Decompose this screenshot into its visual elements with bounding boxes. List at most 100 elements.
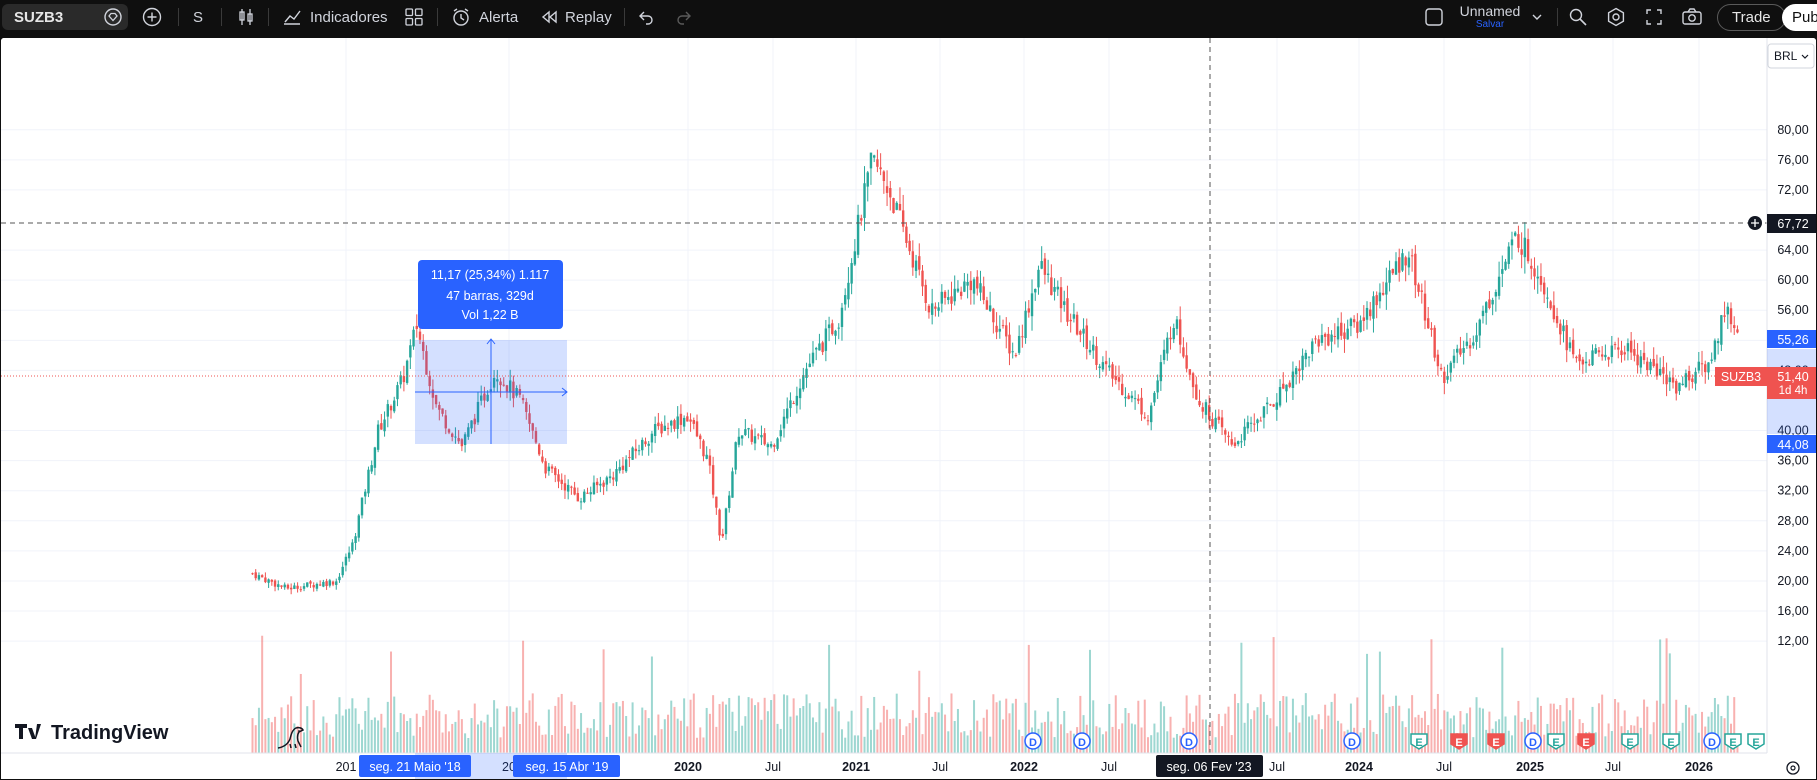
chart-pane[interactable]: 11,17 (25,34%) 1.117 47 barras, 329d Vol…	[0, 37, 1817, 780]
earnings-marker[interactable]	[1577, 733, 1595, 750]
indicators-button[interactable]: Indicadores	[282, 0, 388, 34]
candle-body	[679, 413, 683, 425]
dividend-marker[interactable]	[1024, 732, 1042, 750]
fullscreen-icon[interactable]	[1645, 0, 1663, 34]
candle-body	[863, 183, 866, 218]
volume-bar	[1098, 727, 1101, 753]
time-axis[interactable]	[1, 753, 1817, 780]
dino-icon[interactable]	[277, 726, 305, 749]
toolbar-divider	[437, 8, 438, 26]
undo-icon[interactable]	[637, 0, 655, 34]
dividend-marker[interactable]	[1073, 732, 1091, 750]
redo-icon[interactable]	[675, 0, 693, 34]
volume-bar	[1291, 698, 1294, 753]
candle-body	[1398, 257, 1401, 273]
volume-bar	[805, 694, 808, 753]
earnings-marker[interactable]	[1621, 733, 1639, 750]
candle-body	[724, 508, 728, 535]
candle-body	[1278, 387, 1282, 406]
price-tick-label: 16,00	[1777, 604, 1808, 618]
earnings-marker[interactable]	[1487, 733, 1505, 750]
dividend-marker[interactable]	[1180, 732, 1198, 750]
candle-body	[367, 469, 370, 494]
volume-bar	[638, 725, 641, 753]
dividend-marker[interactable]	[1343, 732, 1361, 750]
candle-body	[1430, 328, 1433, 330]
candle-body	[347, 552, 351, 559]
candle-body	[1053, 286, 1056, 292]
volume-bar	[1536, 697, 1539, 753]
candle-body	[512, 381, 515, 399]
gem-icon[interactable]	[104, 0, 122, 34]
time-settings-icon[interactable]	[1786, 761, 1800, 775]
candle-body	[547, 466, 551, 472]
plus-circle-icon[interactable]	[142, 0, 162, 34]
earnings-marker[interactable]	[1410, 733, 1428, 750]
volume-bar	[1655, 700, 1658, 753]
earnings-marker[interactable]	[1547, 733, 1565, 750]
interval-button[interactable]: S	[193, 0, 203, 34]
marker-label: E	[1552, 737, 1559, 749]
volume-bar	[766, 711, 769, 753]
symbol-search[interactable]: SUZB3	[2, 4, 128, 30]
settings-icon[interactable]	[1606, 0, 1626, 34]
candle-body	[1359, 320, 1362, 332]
currency-button[interactable]	[1767, 43, 1815, 69]
candle-body	[963, 281, 966, 292]
volume-bar	[1275, 726, 1278, 753]
volume-bar	[277, 731, 280, 753]
measure-arrow-head-icon	[561, 387, 568, 397]
volume-bar	[1349, 703, 1352, 753]
price-chart[interactable]: 11,17 (25,34%) 1.117 47 barras, 329d Vol…	[1, 38, 1817, 780]
marker-label: E	[1582, 737, 1589, 749]
time-tick-label: 2022	[1010, 760, 1038, 774]
volume-bar	[966, 735, 969, 753]
grid-icon[interactable]	[404, 0, 424, 34]
candle-body	[1066, 298, 1069, 322]
dividend-marker[interactable]	[1524, 732, 1542, 750]
candle-body	[956, 288, 960, 292]
candle-body	[1610, 345, 1614, 358]
zoom-icon[interactable]	[1568, 0, 1588, 34]
volume-bar	[344, 709, 347, 753]
volume-bar	[641, 707, 644, 753]
candle-body	[979, 283, 982, 293]
checkbox-icon[interactable]	[1424, 0, 1444, 34]
volume-bar	[431, 699, 434, 753]
candle-body	[653, 424, 657, 437]
candle-body	[525, 401, 528, 412]
replay-button[interactable]: Replay	[540, 0, 612, 34]
candle-body	[1465, 341, 1469, 346]
earnings-marker[interactable]	[1450, 733, 1468, 750]
time-tick-label: 20	[502, 760, 516, 774]
candle-body	[1681, 383, 1684, 386]
volume-bar	[1105, 731, 1108, 753]
earnings-marker[interactable]	[1662, 733, 1680, 750]
chevron-down-icon[interactable]	[1530, 0, 1544, 34]
volume-bar	[1320, 729, 1323, 753]
chart-background	[1, 38, 1816, 779]
alert-button[interactable]: Alerta	[451, 0, 518, 34]
volume-bar	[541, 734, 544, 753]
candles-icon[interactable]	[236, 0, 256, 34]
layout-name-button[interactable]: Unnamed Salvar	[1458, 0, 1522, 34]
volume-bar	[380, 713, 383, 753]
camera-icon[interactable]	[1681, 0, 1703, 34]
volume-bar	[1591, 706, 1594, 753]
volume-bar	[1337, 720, 1340, 753]
dividend-marker[interactable]	[1703, 732, 1721, 750]
volume-bar	[857, 735, 860, 753]
earnings-marker[interactable]	[1747, 733, 1765, 750]
volume-bar	[538, 725, 541, 753]
candle-body	[1449, 362, 1452, 373]
volume-bar	[750, 698, 753, 753]
trade-button[interactable]: Trade	[1717, 4, 1786, 31]
volume-bar	[989, 736, 992, 753]
volume-bar	[1659, 639, 1662, 753]
volume-bar	[763, 697, 766, 753]
candle-body	[692, 420, 695, 424]
earnings-marker[interactable]	[1724, 733, 1742, 750]
candle-body	[260, 575, 264, 578]
publish-button[interactable]: Pub	[1782, 4, 1817, 31]
